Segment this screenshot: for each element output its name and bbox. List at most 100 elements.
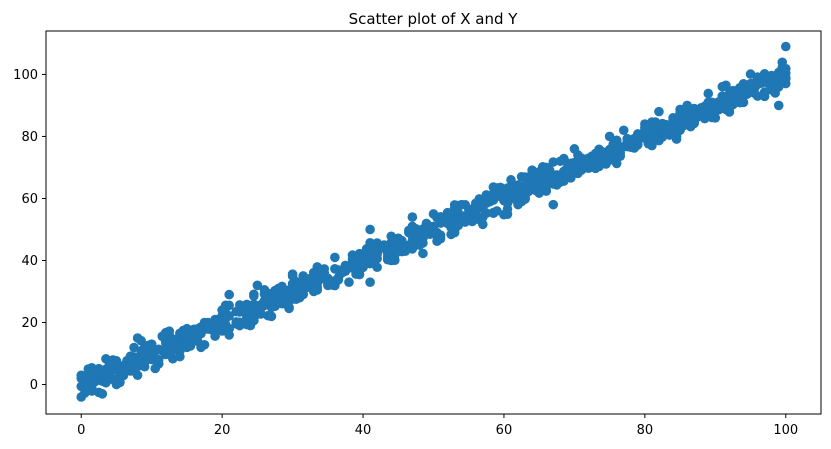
data-point xyxy=(196,342,206,353)
data-point xyxy=(520,184,530,194)
data-point xyxy=(132,370,143,381)
data-point xyxy=(456,199,467,210)
data-point xyxy=(449,212,460,222)
data-point xyxy=(111,379,122,390)
data-point xyxy=(661,128,671,139)
data-point xyxy=(224,330,234,340)
data-point xyxy=(160,330,171,340)
data-point xyxy=(372,249,382,260)
data-point xyxy=(488,182,499,192)
data-point xyxy=(97,367,108,377)
x-tick-label: 20 xyxy=(214,423,231,438)
data-point xyxy=(344,277,354,287)
data-point xyxy=(745,78,756,89)
data-point xyxy=(97,389,108,399)
data-point xyxy=(668,113,678,123)
data-point xyxy=(308,286,319,297)
data-point xyxy=(696,103,707,114)
data-point xyxy=(773,82,784,92)
data-point xyxy=(351,269,361,279)
data-point xyxy=(499,209,509,220)
data-point xyxy=(759,91,770,102)
data-point xyxy=(400,246,411,256)
data-point xyxy=(245,320,256,331)
data-point xyxy=(404,225,414,236)
y-tick-label: 100 xyxy=(13,68,38,83)
data-point xyxy=(175,351,185,362)
data-point xyxy=(337,268,347,278)
data-point xyxy=(266,311,277,322)
data-point xyxy=(703,97,714,108)
data-point xyxy=(442,207,453,218)
data-point xyxy=(590,153,601,164)
y-tick-label: 80 xyxy=(21,130,38,145)
x-tick-label: 40 xyxy=(355,423,372,438)
data-point xyxy=(168,345,178,356)
data-point xyxy=(583,153,594,163)
data-point xyxy=(90,376,101,387)
y-tick-label: 20 xyxy=(21,316,38,331)
data-point xyxy=(217,305,227,315)
data-point xyxy=(280,299,291,309)
data-point xyxy=(647,134,657,145)
data-point xyxy=(104,360,115,371)
data-point xyxy=(76,392,87,402)
data-point xyxy=(583,163,594,173)
x-tick-label: 60 xyxy=(496,423,513,438)
chart-title: Scatter plot of X and Y xyxy=(349,10,519,28)
data-point xyxy=(132,333,143,343)
data-point xyxy=(506,175,516,185)
data-point xyxy=(470,202,481,213)
y-axis: 0 20 40 60 80 100 xyxy=(13,68,46,393)
data-point xyxy=(625,137,636,148)
data-point xyxy=(83,364,94,374)
data-point xyxy=(555,156,566,167)
data-point xyxy=(287,271,298,281)
data-point xyxy=(541,162,552,173)
data-point xyxy=(752,91,763,101)
data-point xyxy=(759,72,770,83)
data-point xyxy=(453,220,463,230)
data-point xyxy=(675,109,685,119)
data-point xyxy=(618,125,629,136)
data-point xyxy=(414,240,425,250)
data-point xyxy=(661,119,671,130)
points-layer xyxy=(76,41,791,402)
data-point xyxy=(675,119,685,129)
data-point xyxy=(287,291,298,302)
data-point xyxy=(551,170,562,180)
data-point xyxy=(710,113,721,123)
data-point xyxy=(703,88,714,99)
data-point xyxy=(777,74,788,85)
data-point xyxy=(323,280,333,291)
data-point xyxy=(717,91,728,101)
data-point xyxy=(146,342,157,353)
data-point xyxy=(492,206,502,216)
data-point xyxy=(682,100,692,111)
data-point xyxy=(611,158,622,169)
data-point xyxy=(365,277,375,287)
y-tick-label: 40 xyxy=(21,254,38,269)
data-point xyxy=(689,116,699,126)
data-point xyxy=(118,367,129,377)
data-point xyxy=(196,325,206,336)
data-point xyxy=(548,199,559,210)
data-point xyxy=(76,373,87,384)
data-point xyxy=(273,283,284,294)
data-point xyxy=(330,252,340,263)
data-point xyxy=(407,236,418,246)
x-tick-label: 80 xyxy=(637,423,654,438)
data-point xyxy=(597,147,608,157)
data-point xyxy=(315,268,326,278)
data-point xyxy=(351,255,361,266)
data-point xyxy=(252,280,263,291)
data-point xyxy=(139,348,150,359)
data-point xyxy=(513,199,523,210)
x-tick-label: 100 xyxy=(773,423,798,438)
data-point xyxy=(548,157,559,167)
data-point xyxy=(520,192,530,203)
data-point xyxy=(527,168,537,179)
data-point xyxy=(301,274,312,284)
data-point xyxy=(175,341,185,352)
